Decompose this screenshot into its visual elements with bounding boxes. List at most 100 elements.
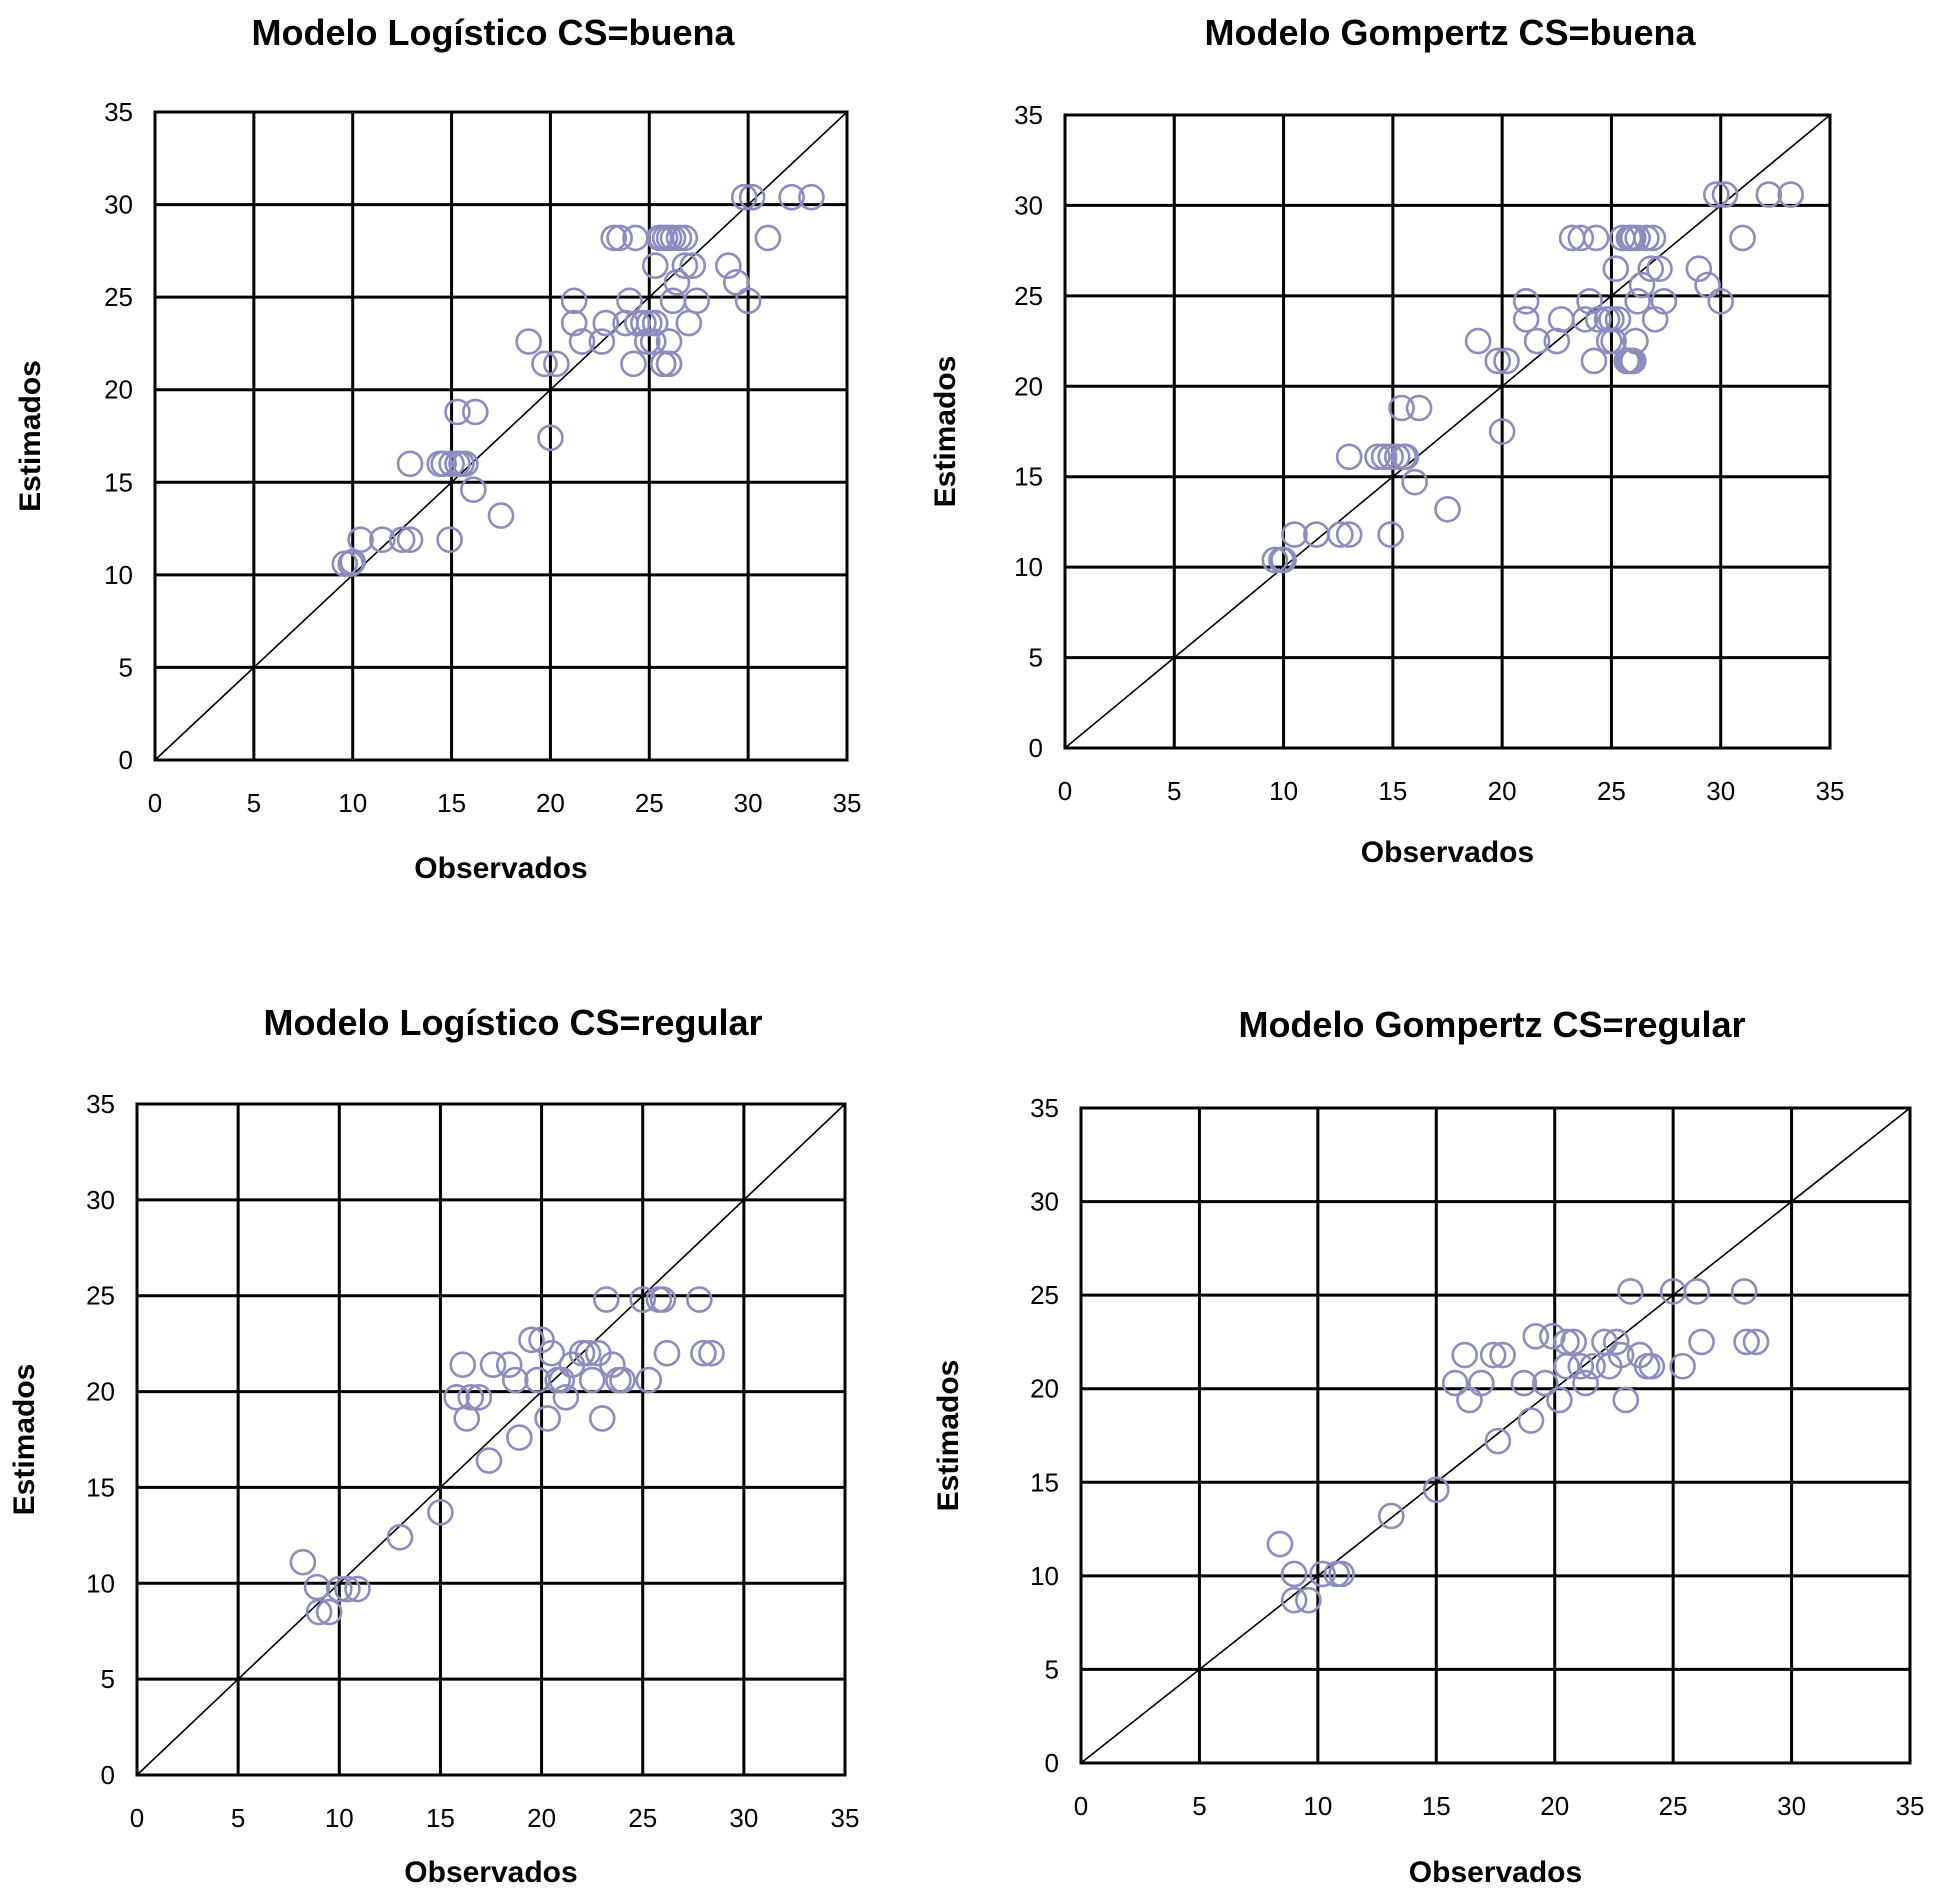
data-point: [396, 450, 424, 478]
data-point: [649, 350, 677, 378]
x-axis-label: Observados: [1361, 836, 1534, 869]
reference-line: [136, 1103, 846, 1776]
data-point: [588, 328, 616, 355]
data-point: [444, 398, 471, 426]
data-point: [609, 1366, 636, 1394]
x-tick-label: 10: [338, 788, 367, 818]
data-point: [1604, 306, 1632, 333]
y-tick-label: 25: [86, 1281, 115, 1311]
data-point: [1585, 306, 1612, 333]
data-point: [1580, 347, 1608, 375]
x-tick-label: 20: [1540, 1791, 1569, 1821]
data-point: [1638, 1352, 1666, 1380]
data-point: [588, 1405, 616, 1432]
data-point: [1370, 443, 1398, 471]
data-point: [1280, 1586, 1308, 1614]
y-tick-label: 10: [1030, 1561, 1059, 1591]
data-point: [347, 526, 374, 553]
data-point: [1777, 181, 1804, 208]
data-point: [305, 1598, 333, 1626]
chart-logistico-regular: Modelo Logístico CS=regular 0 5 10 15 20 25 30 3…: [8, 1002, 859, 1889]
data-point: [1488, 418, 1516, 445]
x-tick-label: 20: [527, 1803, 556, 1833]
data-point: [1309, 1560, 1336, 1588]
data-point: [754, 224, 782, 252]
x-tick-label: 15: [437, 788, 466, 818]
data-point: [1401, 468, 1429, 496]
data-point: [1377, 443, 1404, 471]
x-tick-label: 20: [1488, 776, 1517, 806]
x-tick-label: 25: [628, 1803, 657, 1833]
y-tick-label: 25: [104, 282, 133, 312]
x-tick-label: 30: [1706, 776, 1735, 806]
data-point: [1707, 287, 1735, 315]
data-point: [1280, 1560, 1308, 1588]
data-point: [449, 1351, 476, 1379]
data-point: [388, 526, 416, 553]
chart-title: Modelo Gompertz CS=buena: [1204, 12, 1696, 53]
data-point: [1637, 255, 1665, 283]
data-point: [1633, 224, 1660, 252]
data-point: [1560, 1328, 1587, 1356]
data-point: [1624, 224, 1651, 252]
data-point: [1729, 224, 1756, 252]
y-tick-label: 25: [1014, 281, 1043, 311]
data-point: [622, 224, 649, 252]
y-axis-label: Estimados: [929, 356, 962, 508]
y-tick-label: 0: [1029, 733, 1043, 763]
data-point: [518, 1326, 545, 1354]
data-point: [659, 224, 687, 252]
data-point: [1617, 1278, 1644, 1305]
data-point: [1531, 1369, 1559, 1397]
x-axis-label: Observados: [1409, 1856, 1582, 1889]
data-point: [592, 309, 620, 337]
data-point: [1730, 1278, 1758, 1305]
data-point: [1576, 287, 1603, 315]
data-point: [1622, 327, 1649, 355]
data-point: [655, 328, 683, 355]
data-point: [1517, 1407, 1545, 1434]
y-tick-label: 5: [119, 652, 133, 682]
data-point: [599, 1351, 626, 1379]
data-point: [1335, 521, 1363, 548]
x-tick-label: 35: [1896, 1791, 1925, 1821]
data-point: [1598, 306, 1625, 333]
x-tick-label: 15: [1378, 776, 1407, 806]
data-point: [1377, 521, 1404, 548]
data-point: [663, 269, 691, 296]
chart-gompertz-regular: Modelo Gompertz CS=regular 0 5 10 15 20 25 30 35…: [932, 1004, 1925, 1889]
x-tick-label: 10: [1269, 776, 1298, 806]
data-point: [1567, 224, 1595, 252]
x-tick-label: 20: [536, 788, 565, 818]
y-tick-label: 0: [1045, 1748, 1059, 1778]
data-point: [1612, 1386, 1640, 1414]
data-point: [1456, 1386, 1483, 1414]
y-tick-label: 30: [1014, 190, 1043, 220]
data-point: [457, 1384, 485, 1411]
data-point: [1512, 306, 1540, 333]
data-point: [386, 1523, 414, 1551]
y-tick-label: 30: [104, 190, 133, 220]
x-axis-label: Observados: [404, 1856, 577, 1889]
data-point: [531, 350, 558, 378]
data-point: [1650, 287, 1678, 315]
data-point: [461, 398, 489, 426]
y-tick-label: 35: [104, 97, 133, 127]
x-tick-label: 30: [1777, 1791, 1806, 1821]
data-point: [1669, 1352, 1696, 1380]
data-point: [325, 1575, 353, 1603]
data-point: [593, 1286, 620, 1313]
data-point: [679, 252, 707, 279]
data-point: [722, 269, 750, 296]
data-point: [671, 224, 699, 252]
x-tick-label: 35: [1816, 776, 1845, 806]
y-axis-label: Estimados: [8, 1364, 41, 1516]
data-point: [479, 1351, 507, 1379]
data-point: [538, 1339, 565, 1367]
x-tick-label: 0: [148, 788, 162, 818]
data-point: [1405, 394, 1433, 422]
data-point: [1733, 1328, 1760, 1356]
x-tick-label: 30: [729, 1803, 758, 1833]
x-tick-label: 30: [734, 788, 763, 818]
data-point: [675, 309, 703, 337]
